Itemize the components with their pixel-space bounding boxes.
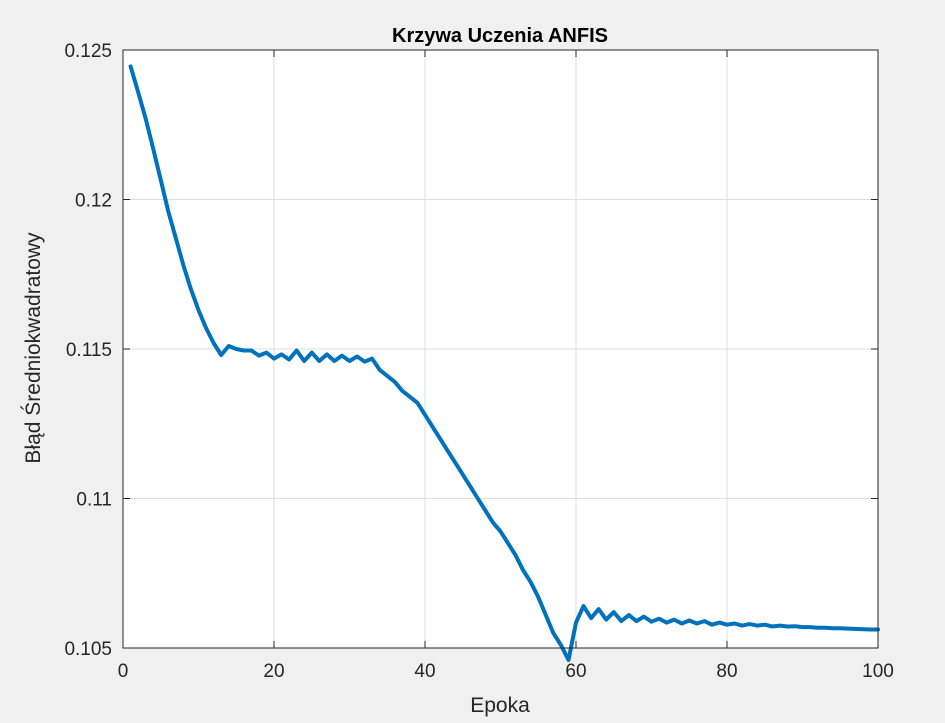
x-axis-label: Epoka	[470, 694, 530, 717]
y-tick-label: 0.115	[66, 340, 112, 361]
series-line	[128, 64, 880, 662]
x-tick-label: 100	[862, 661, 894, 682]
y-tick-label: 0.105	[64, 639, 112, 660]
chart-title: Krzywa Uczenia ANFIS	[392, 25, 608, 47]
y-tick-label: 0.12	[75, 191, 112, 212]
y-tick-label: 0.125	[64, 41, 112, 62]
x-tick-label: 20	[263, 661, 284, 682]
x-tick-label: 40	[414, 661, 435, 682]
y-tick-label: 0.11	[76, 490, 112, 511]
x-tick-label: 80	[716, 661, 737, 682]
y-axis-label: Błąd Średniokwadratowy	[21, 232, 45, 464]
axis-ticks: 0 20 40 60 80 100 0.105 0.11 0.115 0.12 0.125	[64, 41, 893, 682]
x-tick-label: 60	[565, 661, 586, 682]
x-tick-label: 0	[118, 661, 129, 682]
series-layer	[128, 64, 880, 662]
